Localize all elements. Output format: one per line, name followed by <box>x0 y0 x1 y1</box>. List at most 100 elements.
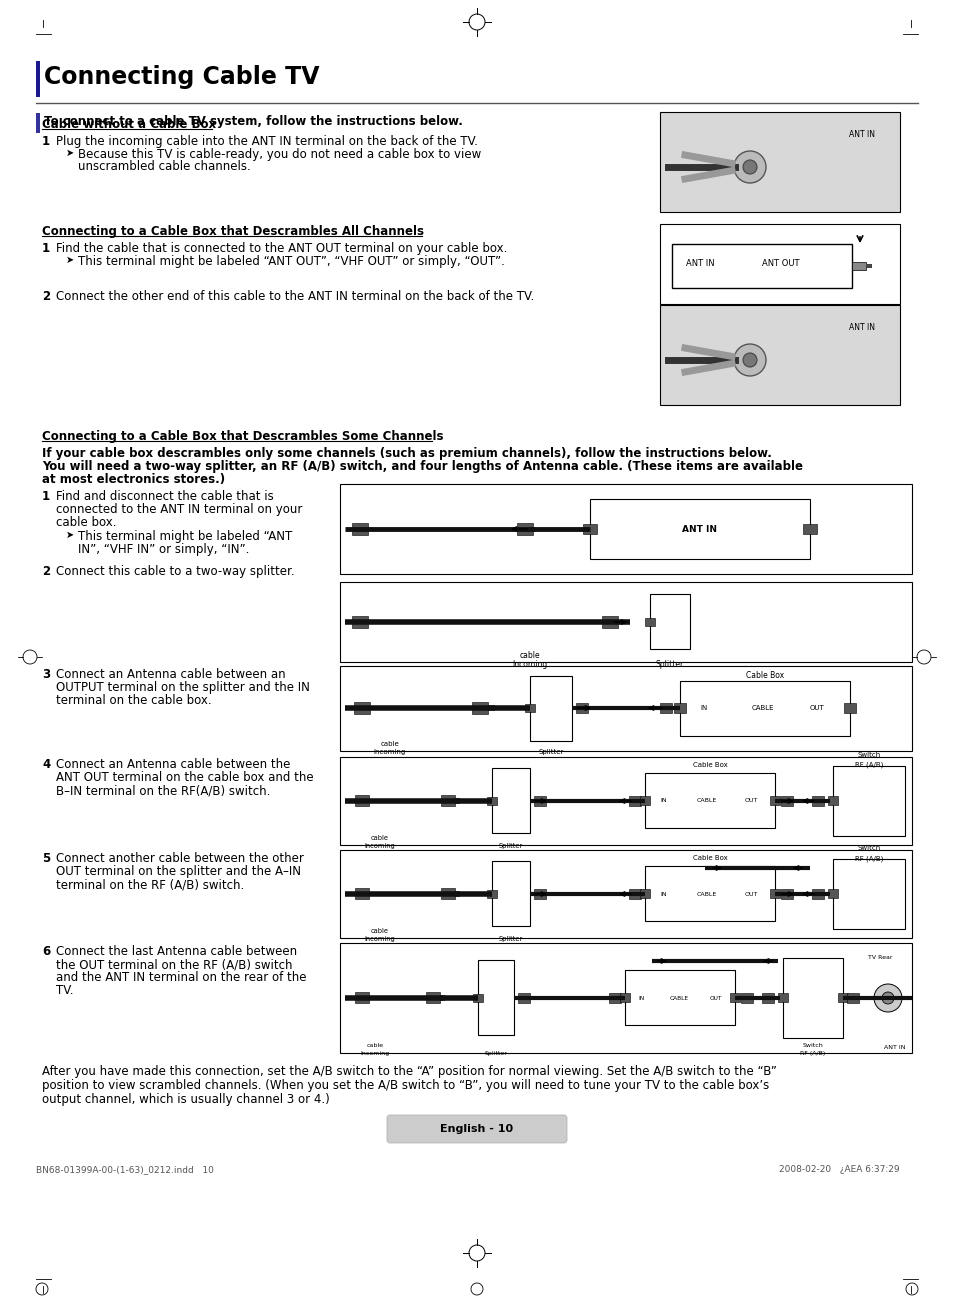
Text: Connect the other end of this cable to the ANT IN terminal on the back of the TV: Connect the other end of this cable to t… <box>56 290 534 303</box>
Bar <box>782 958 842 1039</box>
Text: IN”, “VHF IN” or simply, “IN”.: IN”, “VHF IN” or simply, “IN”. <box>78 544 249 555</box>
Text: Splitter: Splitter <box>498 843 522 850</box>
Text: cable: cable <box>371 928 389 934</box>
Bar <box>530 676 572 741</box>
Text: If your cable box descrambles only some channels (such as premium channels), fol: If your cable box descrambles only some … <box>42 446 771 460</box>
Bar <box>781 796 792 806</box>
Text: You will need a two-way splitter, an RF (A/B) switch, and four lengths of Antenn: You will need a two-way splitter, an RF … <box>42 460 802 473</box>
Text: English - 10: English - 10 <box>440 1124 513 1134</box>
Text: Connecting Cable TV: Connecting Cable TV <box>44 66 319 89</box>
Text: 1: 1 <box>42 242 51 255</box>
Text: at most electronics stores.): at most electronics stores.) <box>42 473 225 486</box>
Text: CABLE: CABLE <box>751 705 774 712</box>
Text: IN: IN <box>700 705 706 712</box>
Circle shape <box>873 983 901 1012</box>
Bar <box>673 702 685 713</box>
Text: ANT IN: ANT IN <box>848 323 874 332</box>
Text: unscrambled cable channels.: unscrambled cable channels. <box>78 160 251 173</box>
Text: ANT OUT terminal on the cable box and the: ANT OUT terminal on the cable box and th… <box>56 771 314 784</box>
Text: CABLE: CABLE <box>697 798 717 804</box>
Circle shape <box>882 993 893 1004</box>
Bar <box>440 794 455 806</box>
Text: Incoming: Incoming <box>364 843 395 850</box>
Circle shape <box>742 160 757 175</box>
Text: Connecting to a Cable Box that Descrambles All Channels: Connecting to a Cable Box that Descrambl… <box>42 225 423 238</box>
Bar <box>837 993 847 1002</box>
Bar <box>649 593 689 649</box>
Bar <box>659 225 899 305</box>
Bar <box>354 702 370 714</box>
Bar <box>769 889 780 898</box>
Bar <box>639 889 649 898</box>
Circle shape <box>733 151 765 183</box>
Text: Splitter: Splitter <box>498 936 522 941</box>
Bar <box>355 993 369 1003</box>
Bar <box>534 796 545 806</box>
Text: Cable without a Cable Box: Cable without a Cable Box <box>42 118 216 131</box>
Text: CABLE: CABLE <box>669 995 688 1001</box>
Bar <box>608 993 620 1003</box>
Text: Find and disconnect the cable that is: Find and disconnect the cable that is <box>56 490 274 503</box>
Text: OUTPUT terminal on the splitter and the IN: OUTPUT terminal on the splitter and the … <box>56 681 310 695</box>
Bar <box>355 794 369 806</box>
Text: cable: cable <box>366 1043 383 1048</box>
Text: BN68-01399A-00-(1-63)_0212.indd   10: BN68-01399A-00-(1-63)_0212.indd 10 <box>36 1165 213 1174</box>
Bar <box>517 993 530 1003</box>
Text: Incoming: Incoming <box>374 748 406 755</box>
Text: To connect to a cable TV system, follow the instructions below.: To connect to a cable TV system, follow … <box>44 116 462 127</box>
Bar <box>339 484 911 574</box>
FancyBboxPatch shape <box>387 1115 566 1144</box>
Text: After you have made this connection, set the A/B switch to the “A” position for : After you have made this connection, set… <box>42 1065 776 1078</box>
Text: connected to the ANT IN terminal on your: connected to the ANT IN terminal on your <box>56 503 302 516</box>
Text: IN: IN <box>659 798 666 804</box>
Text: Cable Box: Cable Box <box>692 855 726 861</box>
Bar <box>644 618 655 626</box>
Bar <box>352 523 368 534</box>
Bar <box>781 889 792 899</box>
Text: 5: 5 <box>42 852 51 865</box>
Bar <box>846 993 858 1003</box>
Bar <box>644 867 774 920</box>
Bar <box>624 970 734 1025</box>
Text: 2: 2 <box>42 565 51 578</box>
Text: Connect this cable to a two-way splitter.: Connect this cable to a two-way splitter… <box>56 565 294 578</box>
Bar <box>811 796 823 806</box>
Text: RF (A/B): RF (A/B) <box>800 1050 824 1056</box>
Text: Splitter: Splitter <box>655 660 683 670</box>
Text: 1: 1 <box>42 135 51 148</box>
Bar <box>472 702 488 714</box>
Text: 3: 3 <box>42 668 51 681</box>
Text: Connect an Antenna cable between an: Connect an Antenna cable between an <box>56 668 285 681</box>
Text: IN: IN <box>659 892 666 897</box>
Bar <box>339 758 911 846</box>
Bar <box>576 702 587 713</box>
Bar <box>339 666 911 751</box>
Text: terminal on the RF (A/B) switch.: terminal on the RF (A/B) switch. <box>56 878 244 892</box>
Text: 2008-02-20   ¿AEA 6:37:29: 2008-02-20 ¿AEA 6:37:29 <box>779 1165 899 1174</box>
Bar <box>778 993 787 1002</box>
Bar <box>517 523 533 534</box>
Bar <box>492 768 530 832</box>
Bar <box>832 765 904 836</box>
Text: CABLE: CABLE <box>697 892 717 897</box>
Text: Switch: Switch <box>857 752 880 758</box>
Text: position to view scrambled channels. (When you set the A/B switch to “B”, you wi: position to view scrambled channels. (Wh… <box>42 1079 768 1092</box>
Text: and the ANT IN terminal on the rear of the: and the ANT IN terminal on the rear of t… <box>56 972 306 983</box>
Bar <box>426 993 439 1003</box>
Bar <box>36 60 40 97</box>
Bar <box>811 889 823 899</box>
Text: Connecting to a Cable Box that Descrambles Some Channels: Connecting to a Cable Box that Descrambl… <box>42 429 443 442</box>
Bar <box>851 263 865 270</box>
Text: Plug the incoming cable into the ANT IN terminal on the back of the TV.: Plug the incoming cable into the ANT IN … <box>56 135 477 148</box>
Text: Connect another cable between the other: Connect another cable between the other <box>56 852 304 865</box>
Bar <box>644 773 774 829</box>
Bar <box>679 681 849 737</box>
Text: Switch: Switch <box>857 846 880 851</box>
Bar <box>729 993 740 1002</box>
Bar <box>761 993 773 1003</box>
Bar <box>473 994 482 1002</box>
Bar <box>628 796 640 806</box>
Bar <box>534 889 545 899</box>
Text: IN: IN <box>638 995 643 1001</box>
Text: Incoming: Incoming <box>360 1050 389 1056</box>
